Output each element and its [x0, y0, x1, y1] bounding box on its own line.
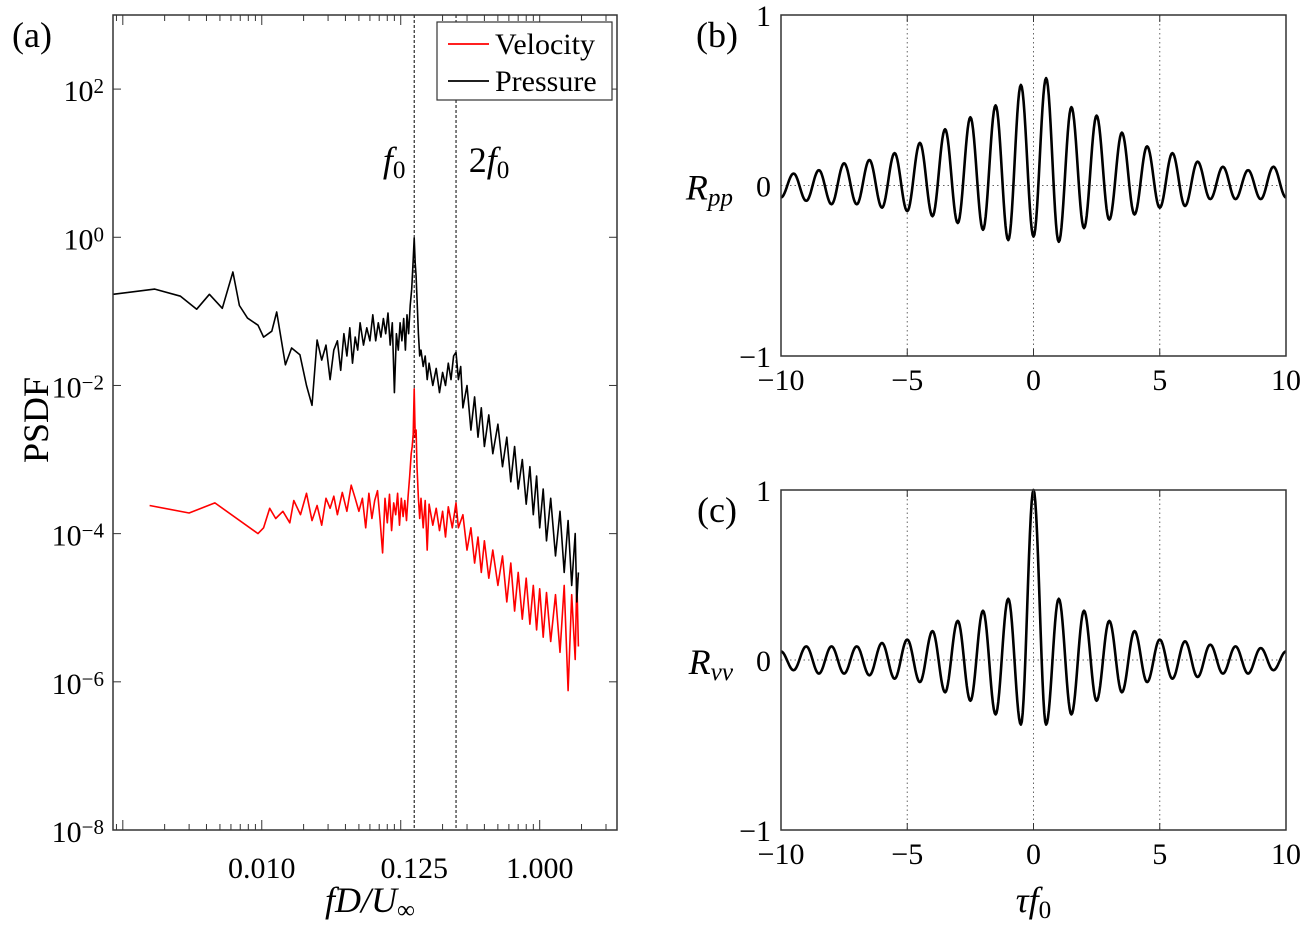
x-tick-label-part: 5 — [1152, 838, 1167, 871]
y-tick-label-part: −6 — [82, 666, 104, 690]
x-tick-label-part: −5 — [891, 838, 923, 871]
y-axis-label: Rpp — [685, 168, 733, 212]
y-tick-label-part: 0 — [94, 222, 105, 246]
y-tick-label-part: 1 — [756, 475, 771, 508]
panel-label-a: (a) — [12, 15, 52, 55]
panel-label-b: (b) — [696, 15, 738, 55]
x-tick-label-part: −10 — [758, 838, 805, 871]
y-tick-label-part: −8 — [82, 815, 104, 839]
x-tick-label: 10 — [1271, 838, 1301, 871]
x-tick-label-part: 1.000 — [506, 852, 574, 885]
y-tick-label-part: 10 — [52, 816, 82, 849]
reference-line-label: f0 — [383, 140, 406, 184]
x-tick-label: −10 — [758, 838, 805, 871]
correlation-curve — [780, 76, 1287, 244]
y-axis-label: Rvv — [688, 642, 734, 686]
reference-line-label-part: 0 — [393, 157, 406, 184]
y-tick-label-part: 1 — [756, 0, 771, 33]
y-tick-label: 100 — [64, 222, 105, 256]
x-tick-label-part: 10 — [1271, 838, 1301, 871]
y-axis-label: PSDF — [16, 377, 56, 463]
y-tick-label-part: −2 — [82, 370, 104, 394]
y-axis-label-part: R — [685, 168, 708, 208]
x-tick-label: 5 — [1152, 838, 1167, 871]
x-tick-label-part: 0.125 — [380, 852, 448, 885]
series-line-velocity — [149, 388, 580, 692]
x-tick-label: 0 — [1026, 364, 1041, 397]
y-tick-label-part: −1 — [739, 815, 771, 848]
legend: Velocity Pressure — [436, 21, 613, 101]
x-tick-label: −5 — [891, 364, 923, 397]
legend-label-part: Velocity — [495, 28, 595, 61]
x-tick-label-part: 0.010 — [228, 852, 296, 885]
x-axis-label: τf0 — [1016, 880, 1051, 924]
x-tick-label-part: 0 — [1026, 838, 1041, 871]
reference-line-label-part: 0 — [497, 157, 510, 184]
y-tick-label-part: 0 — [756, 171, 771, 204]
x-tick-label: 1.000 — [506, 852, 574, 885]
y-tick-label: 1 — [756, 475, 771, 508]
x-tick-label-part: 10 — [1271, 364, 1301, 397]
y-tick-label: 1 — [756, 0, 771, 33]
x-tick-label: 5 — [1152, 364, 1167, 397]
legend-label: Pressure — [495, 65, 597, 98]
y-tick-label-part: 2 — [94, 74, 105, 98]
y-tick-label: −1 — [739, 341, 771, 374]
y-tick-label-part: 10 — [52, 520, 82, 553]
x-tick-label: 0.125 — [380, 852, 448, 885]
y-tick-label-part: 10 — [52, 668, 82, 701]
panel-label-c: (c) — [697, 490, 737, 530]
legend-label: Velocity — [495, 28, 595, 61]
x-tick-label: 0.010 — [228, 852, 296, 885]
y-tick-label: 10−8 — [52, 815, 104, 849]
x-tick-label-part: −5 — [891, 364, 923, 397]
y-axis-label-part: pp — [706, 185, 733, 212]
x-tick-label: 10 — [1271, 364, 1301, 397]
reference-line-label: 2f0 — [469, 140, 510, 184]
y-tick-label: 10−4 — [52, 518, 105, 552]
y-axis-label-part: vv — [711, 659, 734, 686]
x-axis-label-part: fD/U — [325, 880, 399, 920]
axes-box — [112, 14, 618, 831]
y-axis-label-part: PSDF — [16, 377, 56, 463]
y-tick-label: 10−6 — [52, 666, 104, 700]
x-axis-label-part: ∞ — [397, 897, 415, 924]
y-axis-label-part: R — [688, 642, 711, 682]
reference-line-label-part: 2 — [469, 140, 487, 180]
x-tick-label: −5 — [891, 838, 923, 871]
y-tick-label-part: 10 — [52, 371, 82, 404]
x-tick-label: −10 — [758, 364, 805, 397]
y-tick-label-part: 10 — [64, 223, 94, 256]
series-line-pressure — [112, 237, 580, 603]
y-tick-label-part: 0 — [756, 645, 771, 678]
y-tick-label: 102 — [64, 74, 105, 108]
y-tick-label-part: 10 — [64, 75, 94, 108]
x-axis-label: fD/U∞ — [325, 880, 415, 924]
y-tick-label: 0 — [756, 171, 771, 204]
y-tick-label-part: −1 — [739, 341, 771, 374]
x-tick-label-part: 5 — [1152, 364, 1167, 397]
y-tick-label-part: −4 — [82, 518, 105, 542]
legend-label-part: Pressure — [495, 65, 597, 98]
y-tick-label: 0 — [756, 645, 771, 678]
y-tick-label: −1 — [739, 815, 771, 848]
x-tick-label-part: 0 — [1026, 364, 1041, 397]
x-tick-label-part: −10 — [758, 364, 805, 397]
y-tick-label: 10−2 — [52, 370, 104, 404]
x-axis-label-part: 0 — [1039, 897, 1052, 924]
x-tick-label: 0 — [1026, 838, 1041, 871]
legend-box — [436, 21, 613, 101]
